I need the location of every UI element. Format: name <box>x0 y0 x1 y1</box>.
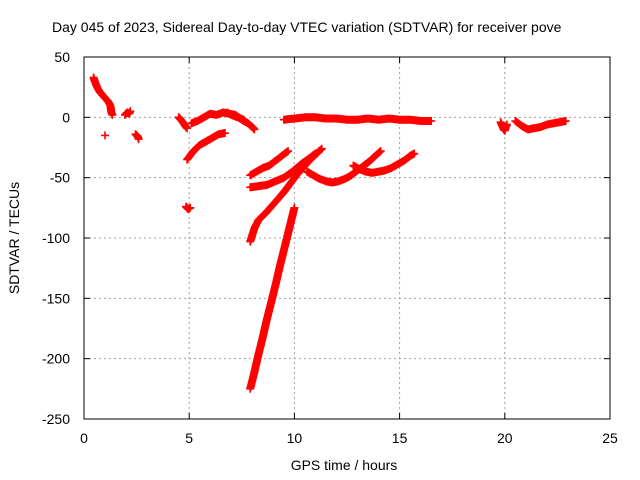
y-tick-label: -150 <box>42 290 70 306</box>
x-tick-label: 0 <box>80 430 88 446</box>
x-tick-label: 15 <box>392 430 408 446</box>
axis-ticks: 0 5 10 15 20 25 50 0 -50 -100 -150 -200 -250 <box>42 49 618 446</box>
x-tick-label: 25 <box>602 430 618 446</box>
y-tick-label: -100 <box>42 230 70 246</box>
data-point <box>316 145 325 154</box>
data-point <box>317 144 326 153</box>
y-tick-label: -50 <box>50 170 70 186</box>
data-point <box>375 148 384 156</box>
data-point <box>183 124 192 133</box>
x-tick-label: 10 <box>287 430 303 446</box>
x-axis-title: GPS time / hours <box>291 457 398 473</box>
data-point <box>108 110 117 119</box>
x-tick-label: 5 <box>185 430 193 446</box>
data-point <box>126 107 135 116</box>
y-tick-label: -250 <box>42 411 70 427</box>
data-point <box>427 117 436 125</box>
data-point <box>290 203 299 212</box>
data-point <box>410 149 419 158</box>
data-point <box>239 115 248 124</box>
y-axis-title: SDTVAR / TECUs <box>6 182 22 294</box>
data-point <box>221 129 229 137</box>
data-point <box>101 131 109 140</box>
y-tick-label: 0 <box>62 109 70 125</box>
data-point <box>284 147 293 156</box>
data-point <box>311 149 320 158</box>
chart-title: Day 045 of 2023, Sidereal Day-to-day VTE… <box>52 19 562 35</box>
data-point <box>561 117 570 125</box>
data-point <box>376 147 385 156</box>
data-point <box>186 203 195 212</box>
x-tick-label: 20 <box>497 430 513 446</box>
data-marks <box>89 73 570 393</box>
data-point <box>250 125 259 134</box>
plot-frame <box>83 56 611 420</box>
y-tick-label: -200 <box>42 351 70 367</box>
data-point <box>502 120 511 129</box>
y-tick-label: 50 <box>54 49 70 65</box>
grid <box>84 57 610 419</box>
data-point <box>134 135 143 144</box>
